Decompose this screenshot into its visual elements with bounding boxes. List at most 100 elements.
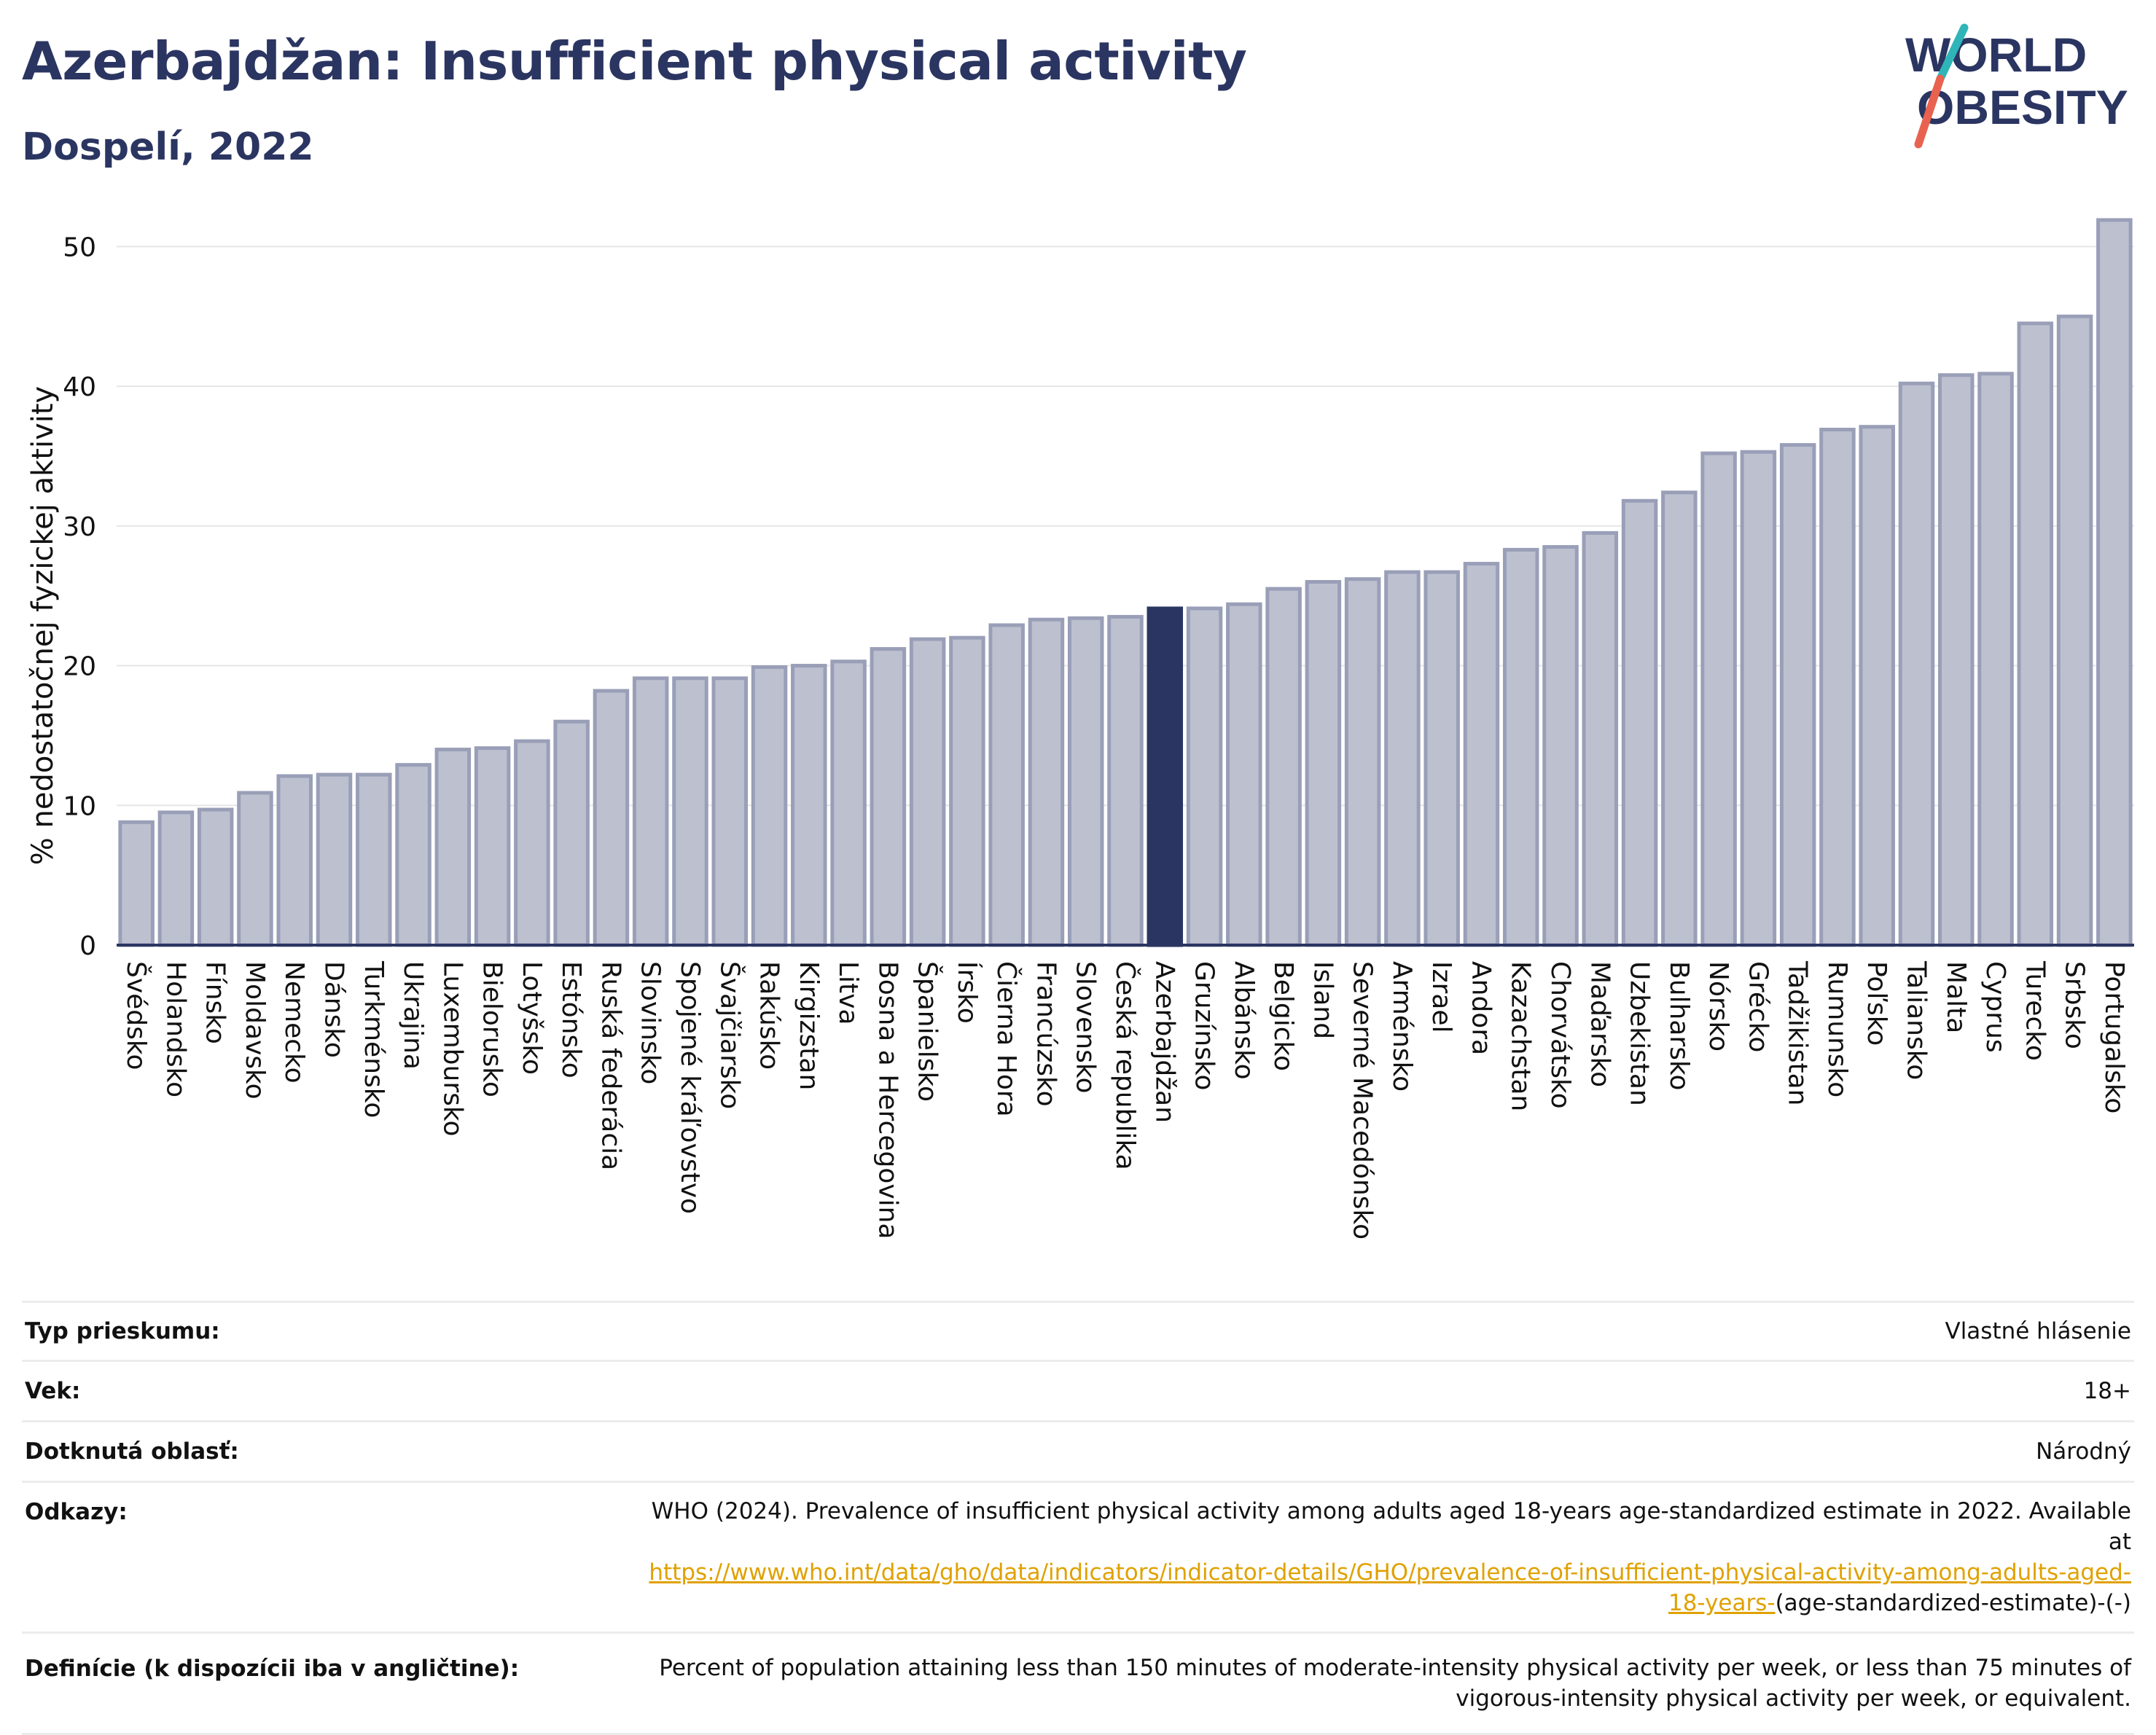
y-tick-labels: 0 10 20 30 40 50 xyxy=(63,232,96,961)
bar xyxy=(791,664,827,947)
logo-slash-top xyxy=(1936,23,1969,83)
info-value: Národný xyxy=(625,1420,2134,1482)
x-tick-label: Maďarsko xyxy=(1585,961,1614,1087)
bar xyxy=(1938,373,1975,947)
x-tick-label: Bielorusko xyxy=(477,961,507,1097)
bar xyxy=(1067,616,1104,947)
x-tick-label: Turkménsko xyxy=(359,960,388,1118)
bar xyxy=(395,763,431,947)
x-tick-label: Bosna a Hercegovina xyxy=(872,961,902,1239)
bar xyxy=(751,665,788,947)
bar xyxy=(1661,490,1698,947)
x-tick-label: Estónsko xyxy=(556,961,586,1078)
bar xyxy=(474,746,511,947)
x-tick-label: Chorvátsko xyxy=(1545,961,1575,1109)
bar xyxy=(1621,498,1658,947)
definitions-text-continued: vigorous-intensity physical activity per… xyxy=(1456,1685,2131,1712)
x-tick-label: Gruzínsko xyxy=(1190,961,1219,1091)
logo-slash-bottom xyxy=(1914,74,1945,149)
x-tick-label: Rakúsko xyxy=(754,961,784,1070)
references-link[interactable]: https://www.who.int/data/gho/data/indica… xyxy=(649,1559,2131,1586)
bar xyxy=(870,647,907,947)
bar xyxy=(2056,314,2093,947)
bar xyxy=(988,623,1025,947)
x-tick-label: Švédsko xyxy=(121,961,152,1070)
definitions-key: Definície (k dispozícii iba v angličtine… xyxy=(22,1632,625,1735)
bar xyxy=(632,676,669,947)
bar xyxy=(316,772,353,947)
x-tick-label: Slovensko xyxy=(1071,961,1101,1094)
references-key: Odkazy: xyxy=(22,1481,625,1633)
x-tick-label: Kazachstan xyxy=(1506,961,1536,1111)
x-tick-label: Španielsko xyxy=(913,961,943,1102)
bar-chart: 0 10 20 30 40 50 Švédsko Holandsko Fínsko Moldav… xyxy=(26,218,2134,1239)
bar xyxy=(1502,547,1539,947)
x-tick-label: Luxembursko xyxy=(437,961,467,1136)
bar xyxy=(1028,617,1065,947)
world-obesity-logo: WORLD OBESITY xyxy=(1905,23,2128,149)
x-tick-label: Izrael xyxy=(1426,961,1456,1033)
bar xyxy=(1265,587,1302,947)
info-row: Dotknutá oblasť: Národný xyxy=(22,1420,2134,1482)
bar xyxy=(157,810,195,947)
bar xyxy=(830,659,867,947)
x-tick-label: Turecko xyxy=(2020,960,2050,1061)
page-title: Azerbajdžan: Insufficient physical activ… xyxy=(22,31,1247,92)
x-tick-label: Fínsko xyxy=(200,961,230,1044)
x-tick-label: Island xyxy=(1308,961,1337,1039)
definitions-value: Percent of population attaining less tha… xyxy=(625,1632,2134,1735)
x-tick-label: Severné Macedónsko xyxy=(1348,961,1378,1239)
logo-line1: WORLD xyxy=(1905,28,2087,82)
bar xyxy=(1859,425,1895,947)
references-tail: (age-standardized-estimate)-(-) xyxy=(1775,1590,2131,1616)
bar xyxy=(2096,218,2133,947)
references-link-continued[interactable]: 18-years- xyxy=(1668,1590,1776,1616)
bars xyxy=(118,218,2133,947)
info-row: Typ prieskumu: Vlastné hlásenie xyxy=(22,1301,2134,1361)
bar xyxy=(909,637,946,947)
bar xyxy=(1186,606,1223,947)
bar xyxy=(276,774,313,947)
x-tick-label: Andora xyxy=(1466,961,1496,1055)
bar xyxy=(1305,580,1342,947)
bar xyxy=(237,791,273,947)
x-tick-label: Arménsko xyxy=(1387,961,1417,1092)
x-tick-label: Francúzsko xyxy=(1031,961,1061,1107)
x-tick-label: Nórsko xyxy=(1703,961,1733,1051)
x-tick-label: Cyprus xyxy=(1980,961,2010,1053)
references-row: Odkazy: WHO (2024). Prevalence of insuff… xyxy=(22,1481,2134,1633)
x-tick-label: Albánsko xyxy=(1229,961,1259,1080)
x-tick-label: Holandsko xyxy=(160,961,190,1097)
bar xyxy=(197,807,234,947)
x-tick-label: Uzbekistan xyxy=(1625,961,1655,1106)
references-text: WHO (2024). Prevalence of insufficient p… xyxy=(651,1498,2131,1555)
bar-highlighted xyxy=(1147,606,1184,947)
x-tick-label: Nemecko xyxy=(279,961,309,1084)
x-tick-label: Spojené kráľovstvo xyxy=(675,961,705,1214)
x-tick-label: Srbsko xyxy=(2060,961,2090,1049)
info-key: Vek: xyxy=(22,1360,625,1422)
x-tick-label: Ruská federácia xyxy=(595,961,625,1170)
references-value: WHO (2024). Prevalence of insufficient p… xyxy=(625,1481,2134,1633)
x-tick-label: Švajčiarsko xyxy=(714,961,745,1109)
bar xyxy=(1384,570,1421,947)
y-tick-label: 50 xyxy=(63,232,96,262)
x-tick-label: Belgicko xyxy=(1268,961,1298,1071)
bar xyxy=(1898,381,1935,947)
bar xyxy=(356,772,392,947)
x-tick-label: Rumunsko xyxy=(1822,961,1852,1097)
y-tick-label: 30 xyxy=(63,512,96,542)
bar xyxy=(672,676,708,947)
y-tick-label: 0 xyxy=(79,931,96,961)
x-tick-label: Grécko xyxy=(1743,961,1773,1052)
logo-line2: OBESITY xyxy=(1917,80,2128,134)
y-axis-label: % nedostatočnej fyzickej aktivity xyxy=(26,386,60,865)
x-tick-label: Malta xyxy=(1941,961,1971,1033)
definitions-row: Definície (k dispozícii iba v angličtine… xyxy=(22,1632,2134,1735)
bar xyxy=(1344,577,1381,947)
bar xyxy=(1700,451,1737,947)
x-tick-label: Česká republika xyxy=(1110,961,1141,1170)
info-value: 18+ xyxy=(625,1360,2134,1422)
info-key: Typ prieskumu: xyxy=(22,1301,625,1361)
bar xyxy=(514,739,550,947)
